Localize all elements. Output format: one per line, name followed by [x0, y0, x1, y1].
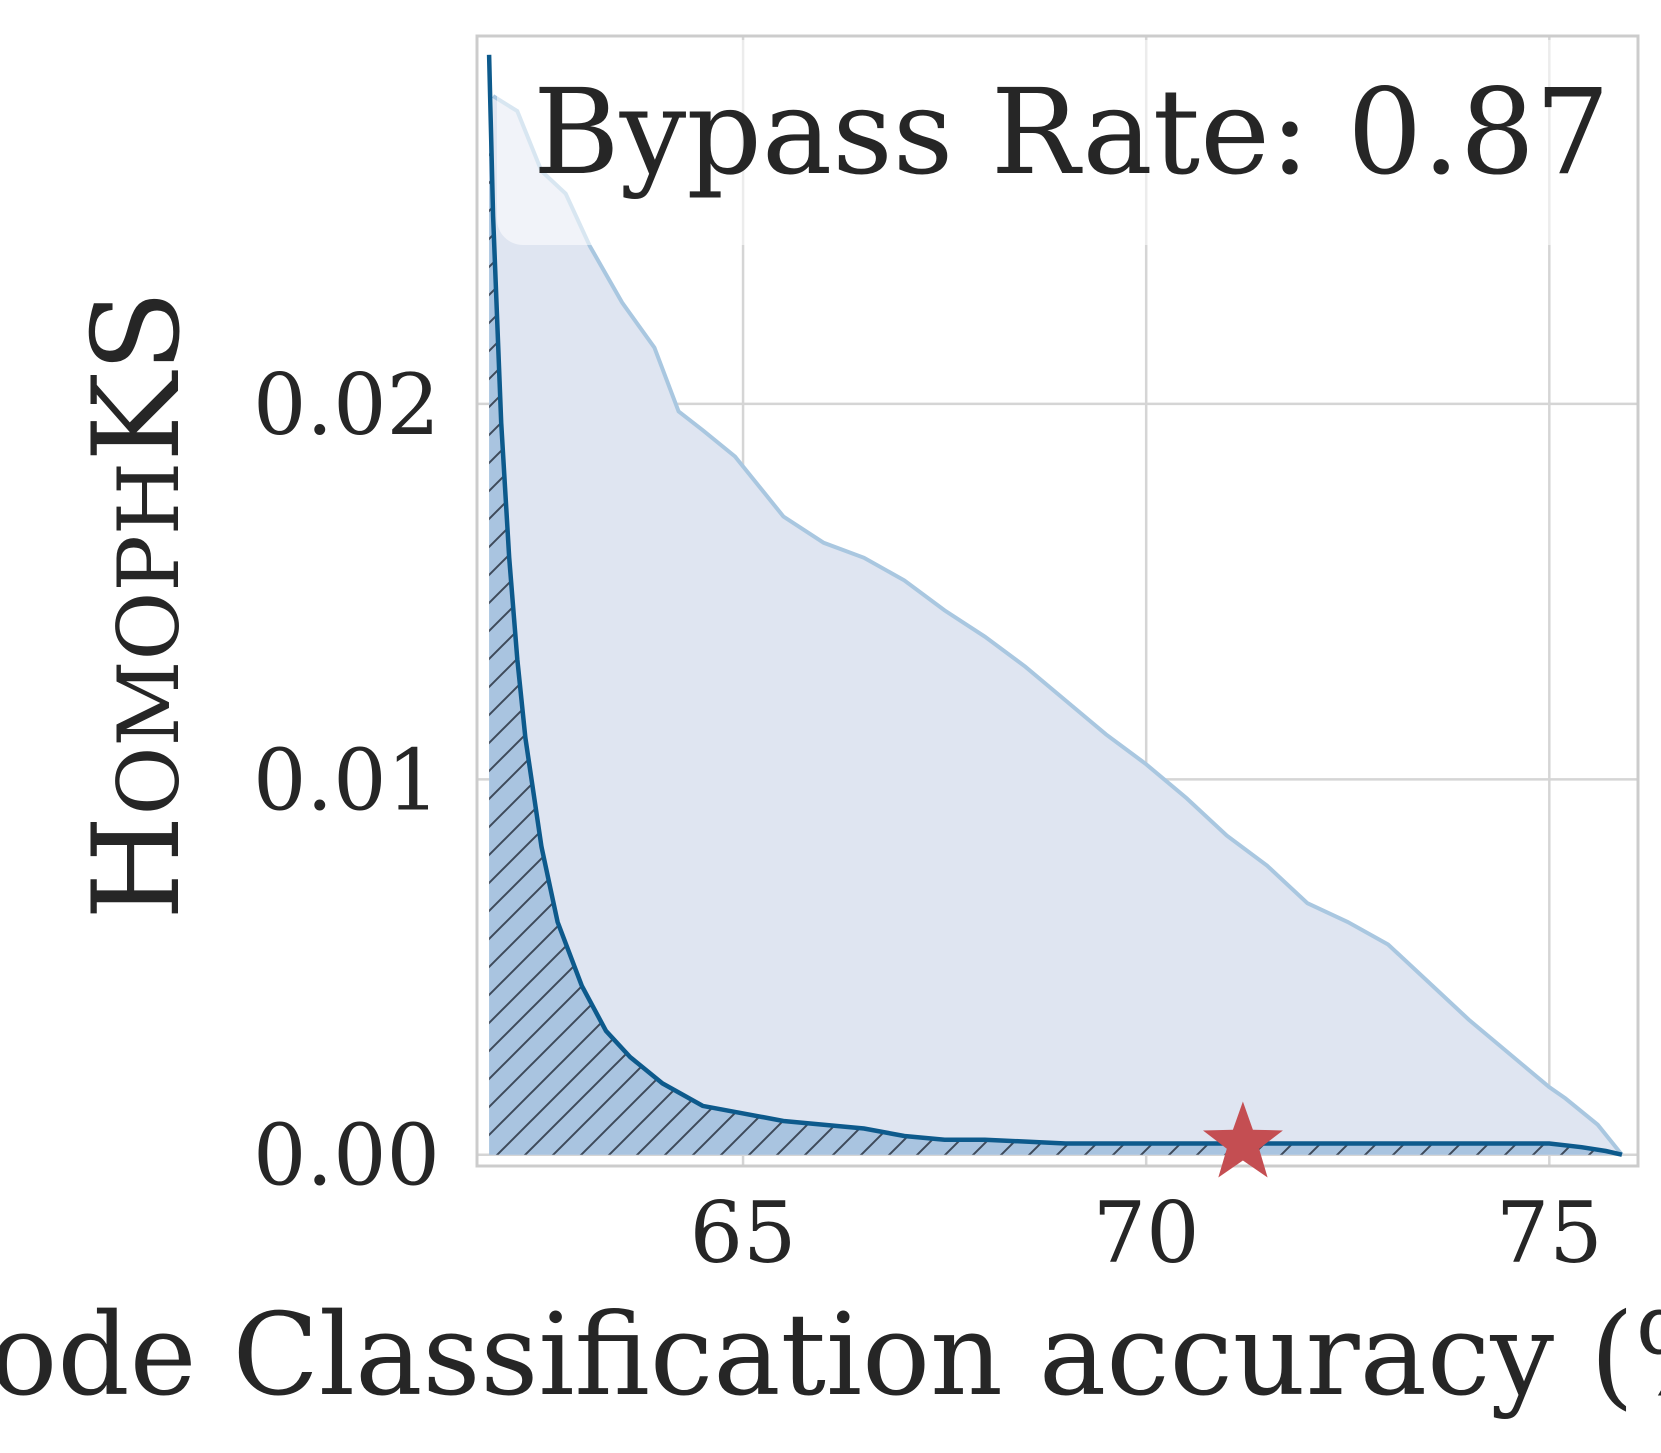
- annotation-box: [497, 40, 1629, 245]
- y-tick-label: 0.01: [253, 731, 440, 829]
- y-tick-label: 0.02: [253, 356, 440, 454]
- bypass-rate-annotation: Bypass Rate: 0.87: [533, 63, 1610, 201]
- y-tick-label: 0.00: [253, 1107, 440, 1205]
- frontier-line: [486, 54, 1623, 1157]
- x-axis-label: Node Classification accuracy (%): [0, 1289, 1661, 1421]
- optimal-point-star: [1203, 1101, 1283, 1178]
- y-axis-label: HomophKS: [68, 290, 207, 920]
- x-tick-labels: 65 70 75: [690, 1184, 1603, 1282]
- upper-envelope-line: [492, 94, 1624, 1156]
- upper-envelope-fill: [493, 96, 1622, 1155]
- x-tick-label: 75: [1496, 1184, 1603, 1282]
- x-tick-label: 70: [1093, 1184, 1200, 1282]
- plot-frame: [475, 34, 1640, 1168]
- y-tick-labels: 0.00 0.01 0.02: [253, 356, 440, 1205]
- frontier-hatch: [489, 54, 1622, 1155]
- x-tick-label: 65: [690, 1184, 797, 1282]
